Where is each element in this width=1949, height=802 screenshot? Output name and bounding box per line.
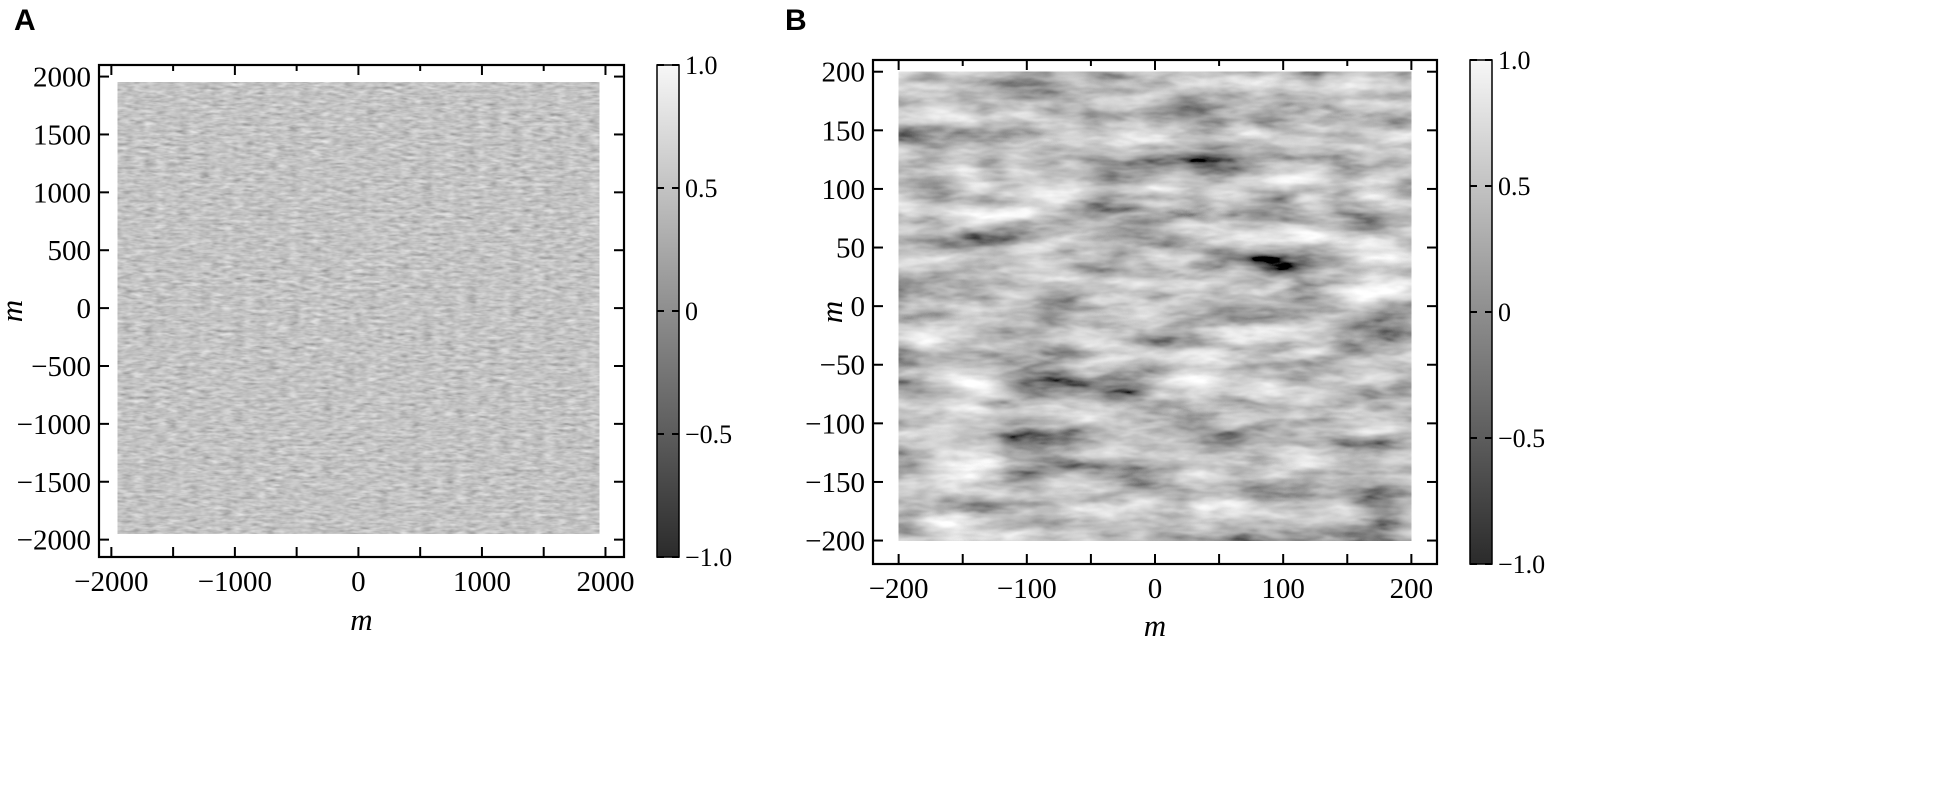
colorbar-tick-label: 1.0 — [685, 51, 718, 80]
x-tick-label: 0 — [351, 566, 366, 598]
y-tick-label: −500 — [31, 351, 91, 383]
y-tick-label: 0 — [77, 293, 92, 325]
heatmap-image-b — [898, 71, 1412, 541]
y-tick-label: 2000 — [33, 62, 91, 94]
panel-b: B −200 −100 0 100 200 −200 −150 −100 −50 0 50 100 15… — [785, 4, 1545, 643]
colorbar-tick-label: −1.0 — [685, 543, 732, 572]
y-tick-label: −50 — [820, 350, 865, 382]
y-tick-label: −1500 — [17, 467, 91, 499]
y-tick-label: 500 — [48, 235, 92, 267]
x-tick-label: 2000 — [576, 566, 634, 598]
colorbar-tick-label: −0.5 — [1498, 424, 1545, 453]
x-axis-label-b: m — [1144, 608, 1166, 643]
heatmap-image-a — [117, 82, 600, 534]
colorbar-tick-label: −1.0 — [1498, 550, 1545, 579]
colorbar-tick-label: 0.5 — [1498, 172, 1531, 201]
colorbar-ticks-b: 1.0 0.5 0 −0.5 −1.0 — [1470, 46, 1545, 579]
y-tick-label: −150 — [805, 467, 865, 499]
colorbar-tick-label: 0 — [685, 297, 698, 326]
x-tick-label: −100 — [997, 573, 1057, 605]
axis-ticks-b: −200 −100 0 100 200 −200 −150 −100 −50 0 50 100 150 2… — [805, 57, 1437, 605]
panel-letter-a: A — [14, 4, 36, 37]
axis-ticks-a: −2000 −1000 0 1000 2000 −2000 −1500 −1000 −500 0 5… — [17, 62, 635, 598]
x-tick-label: −1000 — [198, 566, 272, 598]
panel-letter-b: B — [785, 4, 807, 37]
y-tick-label: −2000 — [17, 525, 91, 557]
colorbar-tick-label: 1.0 — [1498, 46, 1531, 75]
x-tick-label: 200 — [1390, 573, 1434, 605]
x-tick-label: 100 — [1261, 573, 1305, 605]
colorbar-ticks-a: 1.0 0.5 0 −0.5 −1.0 — [657, 51, 732, 572]
colorbar-tick-label: −0.5 — [685, 420, 732, 449]
y-tick-label: 1000 — [33, 177, 91, 209]
y-tick-label: 150 — [822, 115, 866, 147]
x-axis-label-a: m — [350, 602, 372, 637]
x-tick-label: 1000 — [453, 566, 511, 598]
y-axis-label-a: m — [0, 300, 29, 322]
colorbar-tick-label: 0 — [1498, 298, 1511, 327]
y-tick-label: −1000 — [17, 409, 91, 441]
x-tick-label: −2000 — [74, 566, 148, 598]
y-tick-label: 0 — [851, 291, 866, 323]
y-tick-label: 200 — [822, 57, 866, 89]
y-axis-label-b: m — [814, 301, 849, 323]
y-tick-label: 1500 — [33, 119, 91, 151]
x-tick-label: −200 — [869, 573, 929, 605]
colorbar-tick-label: 0.5 — [685, 174, 718, 203]
y-tick-label: −200 — [805, 526, 865, 558]
y-tick-label: −100 — [805, 408, 865, 440]
y-tick-label: 50 — [836, 233, 865, 265]
y-tick-label: 100 — [822, 174, 866, 206]
panel-a: A −2000 −1000 0 1000 2000 −2000 −1500 −1000 −500… — [0, 4, 732, 637]
x-tick-label: 0 — [1148, 573, 1163, 605]
plot-frame-a — [97, 63, 626, 559]
